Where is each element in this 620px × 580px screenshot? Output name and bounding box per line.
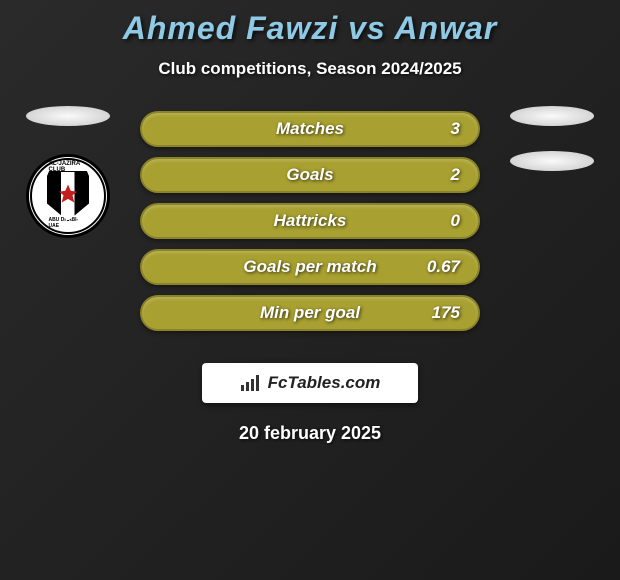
stat-value: 2 [451, 165, 460, 185]
brand-watermark: FcTables.com [202, 363, 418, 403]
stat-value: 0.67 [427, 257, 460, 277]
stat-value: 175 [432, 303, 460, 323]
club-shield-icon [47, 171, 89, 221]
stat-row-goals-per-match: Goals per match 0.67 [140, 249, 480, 285]
right-player-column [502, 106, 602, 171]
stats-list: Matches 3 Goals 2 Hattricks 0 Goals per … [140, 111, 480, 331]
player-photo-placeholder [26, 106, 110, 126]
left-player-column: AL-JAZIRA CLUB ABU DHABI-UAE [18, 106, 118, 238]
brand-text: FcTables.com [268, 373, 381, 393]
stat-row-min-per-goal: Min per goal 175 [140, 295, 480, 331]
stat-label: Goals per match [243, 257, 376, 277]
stat-label: Min per goal [260, 303, 360, 323]
stat-label: Hattricks [274, 211, 347, 231]
stat-label: Matches [276, 119, 344, 139]
stat-value: 0 [451, 211, 460, 231]
page-title: Ahmed Fawzi vs Anwar [0, 0, 620, 47]
club-badge-aljazira: AL-JAZIRA CLUB ABU DHABI-UAE [26, 154, 110, 238]
player-photo-placeholder [510, 106, 594, 126]
club-badge-placeholder [510, 151, 594, 171]
comparison-panel: AL-JAZIRA CLUB ABU DHABI-UAE Matches 3 G… [0, 111, 620, 341]
page-subtitle: Club competitions, Season 2024/2025 [0, 59, 620, 79]
footer-date: 20 february 2025 [0, 423, 620, 444]
chart-bars-icon [240, 374, 262, 392]
stat-row-matches: Matches 3 [140, 111, 480, 147]
stat-value: 3 [451, 119, 460, 139]
stat-row-hattricks: Hattricks 0 [140, 203, 480, 239]
stat-row-goals: Goals 2 [140, 157, 480, 193]
stat-label: Goals [286, 165, 333, 185]
